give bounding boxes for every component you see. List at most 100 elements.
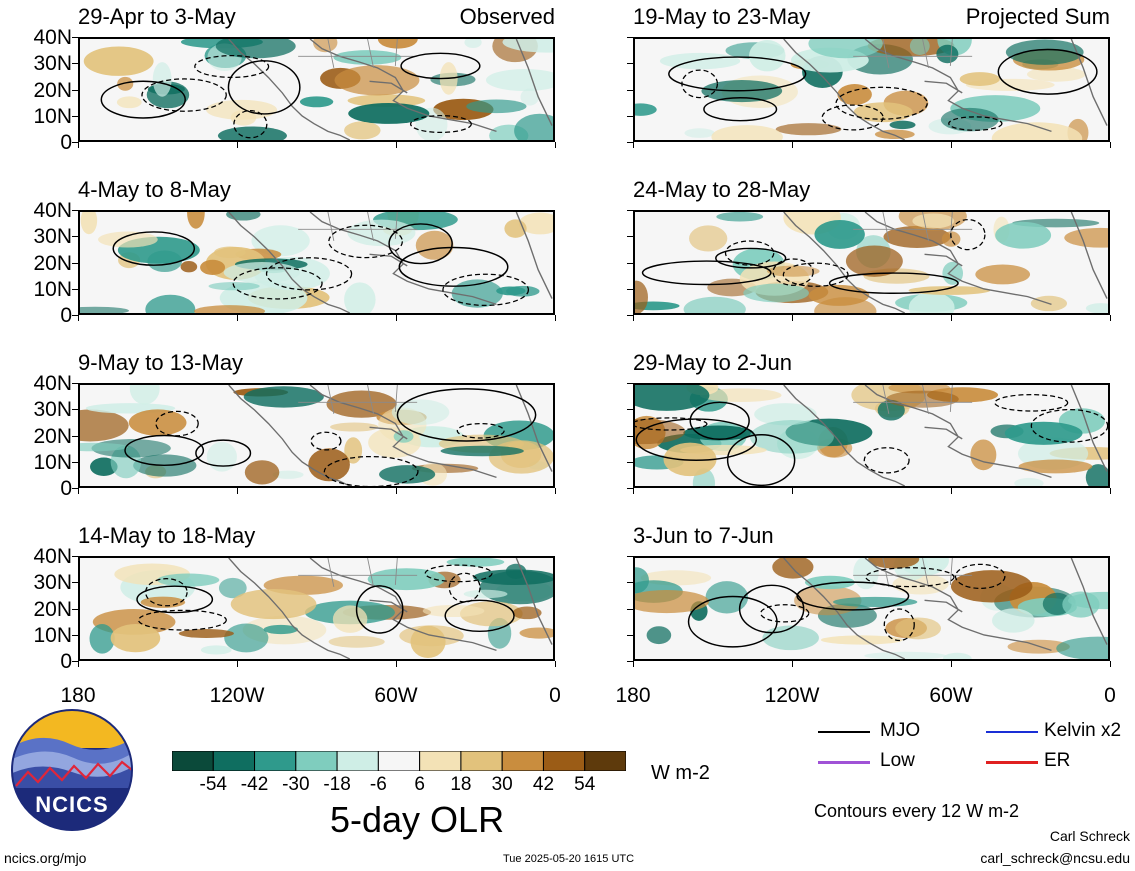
x-tick-mark bbox=[792, 315, 793, 321]
y-tick-mark bbox=[627, 315, 633, 316]
timestamp: Tue 2025-05-20 1615 UTC bbox=[503, 853, 635, 865]
y-tick-mark bbox=[627, 288, 633, 290]
x-tick-mark bbox=[951, 661, 952, 667]
legend-item-er: ER bbox=[986, 750, 1135, 774]
x-tick-label: 180 bbox=[615, 684, 651, 707]
colorbar-tick-label: -30 bbox=[282, 774, 310, 795]
x-tick-label: 60W bbox=[374, 684, 418, 707]
legend-item-low: Low bbox=[818, 750, 968, 774]
x-tick-mark bbox=[951, 142, 952, 148]
olr-map bbox=[78, 556, 555, 661]
x-tick-mark bbox=[633, 142, 634, 148]
y-tick-label: 20N bbox=[33, 78, 72, 102]
colorbar-swatch bbox=[460, 750, 503, 772]
y-tick-mark bbox=[627, 634, 633, 636]
x-tick-mark bbox=[237, 142, 238, 148]
colorbar-tick-label: 30 bbox=[491, 774, 513, 795]
olr-map bbox=[633, 383, 1110, 488]
x-tick-mark bbox=[555, 142, 556, 148]
olr-anomaly-field bbox=[635, 558, 1108, 659]
x-tick-mark bbox=[555, 661, 556, 667]
y-tick-mark bbox=[627, 661, 633, 662]
y-tick-mark bbox=[72, 661, 78, 662]
x-tick-mark bbox=[396, 142, 397, 148]
y-tick-mark bbox=[627, 63, 633, 65]
olr-anomaly-field bbox=[635, 39, 1108, 140]
olr-anomaly-field bbox=[635, 212, 1108, 313]
y-tick-mark bbox=[627, 461, 633, 463]
y-tick-label: 10N bbox=[33, 623, 72, 647]
panel-tag: Observed bbox=[459, 4, 555, 29]
y-tick-label: 40N bbox=[33, 199, 72, 222]
y-tick-label: 40N bbox=[33, 372, 72, 395]
x-tick-mark bbox=[555, 315, 556, 321]
panel-period-title: 29-Apr to 3-May bbox=[78, 4, 236, 29]
olr-map bbox=[78, 210, 555, 315]
y-tick-mark bbox=[627, 488, 633, 489]
x-tick-mark bbox=[1110, 488, 1111, 494]
legend-line-kelvin bbox=[986, 731, 1038, 733]
y-tick-mark bbox=[627, 236, 633, 238]
colorbar-tick-label: 18 bbox=[450, 774, 472, 795]
x-tick-mark bbox=[1110, 142, 1111, 148]
x-tick-mark bbox=[78, 661, 79, 667]
y-tick-mark bbox=[627, 115, 633, 117]
y-tick-mark bbox=[72, 115, 78, 117]
olr-anomaly-field bbox=[80, 212, 553, 313]
y-tick-label: 30N bbox=[33, 398, 72, 422]
olr-anomaly-field bbox=[80, 39, 553, 140]
y-tick-label: 0 bbox=[60, 304, 72, 327]
y-tick-label: 40N bbox=[33, 545, 72, 568]
y-tick-mark bbox=[627, 409, 633, 411]
x-tick-mark bbox=[555, 488, 556, 494]
colorbar-swatch bbox=[542, 750, 586, 772]
y-tick-mark bbox=[72, 409, 78, 411]
y-tick-mark bbox=[72, 556, 78, 557]
x-tick-label: 0 bbox=[549, 684, 561, 707]
y-tick-mark bbox=[72, 634, 78, 636]
panel-period-title: 9-May to 13-May bbox=[78, 350, 244, 375]
x-tick-label: 60W bbox=[929, 684, 973, 707]
x-tick-mark bbox=[633, 315, 634, 321]
olr-map bbox=[78, 383, 555, 488]
figure-title: 5-day OLR bbox=[330, 799, 505, 840]
panel-period-title: 4-May to 8-May bbox=[78, 177, 231, 202]
legend-line-mjo bbox=[818, 731, 870, 733]
colorbar-swatch bbox=[584, 750, 627, 772]
colorbar-tick-label: 42 bbox=[532, 774, 555, 795]
logo-text: NCICS bbox=[35, 792, 109, 817]
colorbar-swatch bbox=[419, 750, 462, 772]
colorbar-tick-label: -42 bbox=[240, 774, 269, 795]
colorbar-units: W m-2 bbox=[651, 762, 710, 784]
panel-period-title: 3-Jun to 7-Jun bbox=[633, 523, 774, 548]
legend-line-er bbox=[986, 761, 1038, 764]
x-tick-label: 120W bbox=[764, 684, 820, 707]
y-tick-mark bbox=[627, 556, 633, 557]
y-tick-mark bbox=[627, 210, 633, 211]
legend-line-low bbox=[818, 761, 870, 764]
y-tick-mark bbox=[72, 488, 78, 489]
colorbar-swatch bbox=[171, 750, 214, 772]
olr-anomaly-field bbox=[635, 385, 1108, 486]
panel-period-title: 19-May to 23-May bbox=[633, 4, 811, 29]
legend: MJO Kelvin x2 Low ER bbox=[810, 718, 1130, 788]
colorbar-tick-label: 6 bbox=[414, 774, 425, 795]
panel-tag: Projected Sum bbox=[965, 4, 1110, 29]
y-tick-mark bbox=[72, 288, 78, 290]
y-tick-label: 40N bbox=[33, 26, 72, 49]
y-tick-mark bbox=[627, 435, 633, 437]
y-tick-mark bbox=[72, 142, 78, 143]
x-tick-mark bbox=[792, 142, 793, 148]
y-tick-label: 10N bbox=[33, 277, 72, 301]
x-tick-label: 180 bbox=[60, 684, 96, 707]
y-tick-mark bbox=[627, 262, 633, 264]
y-tick-label: 0 bbox=[60, 477, 72, 500]
y-tick-mark bbox=[72, 435, 78, 437]
colorbar-tick-label: -18 bbox=[323, 774, 351, 795]
x-tick-mark bbox=[951, 488, 952, 494]
colorbar-swatch bbox=[377, 750, 421, 772]
website-link[interactable]: ncics.org/mjo bbox=[4, 850, 87, 866]
legend-label-er: ER bbox=[1044, 750, 1071, 771]
y-tick-label: 0 bbox=[60, 131, 72, 154]
colorbar-swatch bbox=[501, 750, 544, 772]
